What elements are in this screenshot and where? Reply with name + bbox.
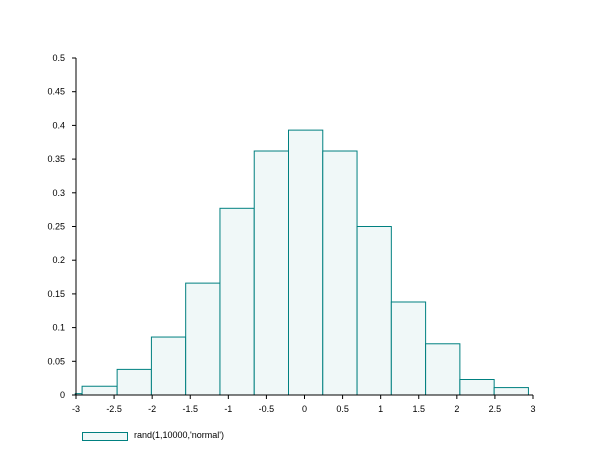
x-tick-label: -2 [148,404,156,414]
x-tick-label: 0 [302,404,307,414]
y-tick-label: 0.25 [47,222,65,232]
y-tick-label: 0.2 [52,255,65,265]
legend-swatch [82,432,128,441]
histogram-bar [253,150,290,396]
histogram-bar [219,207,255,396]
y-tick-label: 0.3 [52,188,65,198]
y-tick-label: 0.05 [47,356,65,366]
histogram-bar [459,379,495,396]
histogram-bar [390,301,427,396]
histogram-bar [116,368,152,396]
y-tick-label: 0.45 [47,87,65,97]
x-tick-label: -0.5 [259,404,275,414]
y-tick-label: 0.4 [52,120,65,130]
x-tick-label: -1.5 [182,404,198,414]
y-tick-label: 0.1 [52,323,65,333]
y-tick-label: 0.35 [47,154,65,164]
x-tick-label: -1 [224,404,232,414]
histogram-bar [493,387,529,396]
x-tick-label: 1.5 [412,404,425,414]
x-tick-label: 1 [378,404,383,414]
histogram-bar [356,226,392,396]
x-tick-label: 2.5 [489,404,502,414]
histogram-bar [185,282,221,396]
histogram-bar [322,150,358,396]
y-tick-label: 0.15 [47,289,65,299]
histogram-bar [150,336,187,396]
x-tick-label: 3 [530,404,535,414]
y-tick-label: 0.5 [52,53,65,63]
histogram-bar [81,385,118,396]
x-tick-label: -3 [72,404,80,414]
y-tick-label: 0 [60,390,65,400]
x-tick-label: -2.5 [106,404,122,414]
histogram-bar [425,343,461,396]
histogram-bar [288,129,324,396]
x-tick-label: 2 [454,404,459,414]
legend-label: rand(1,10000,'normal') [134,430,224,440]
x-tick-label: 0.5 [336,404,349,414]
